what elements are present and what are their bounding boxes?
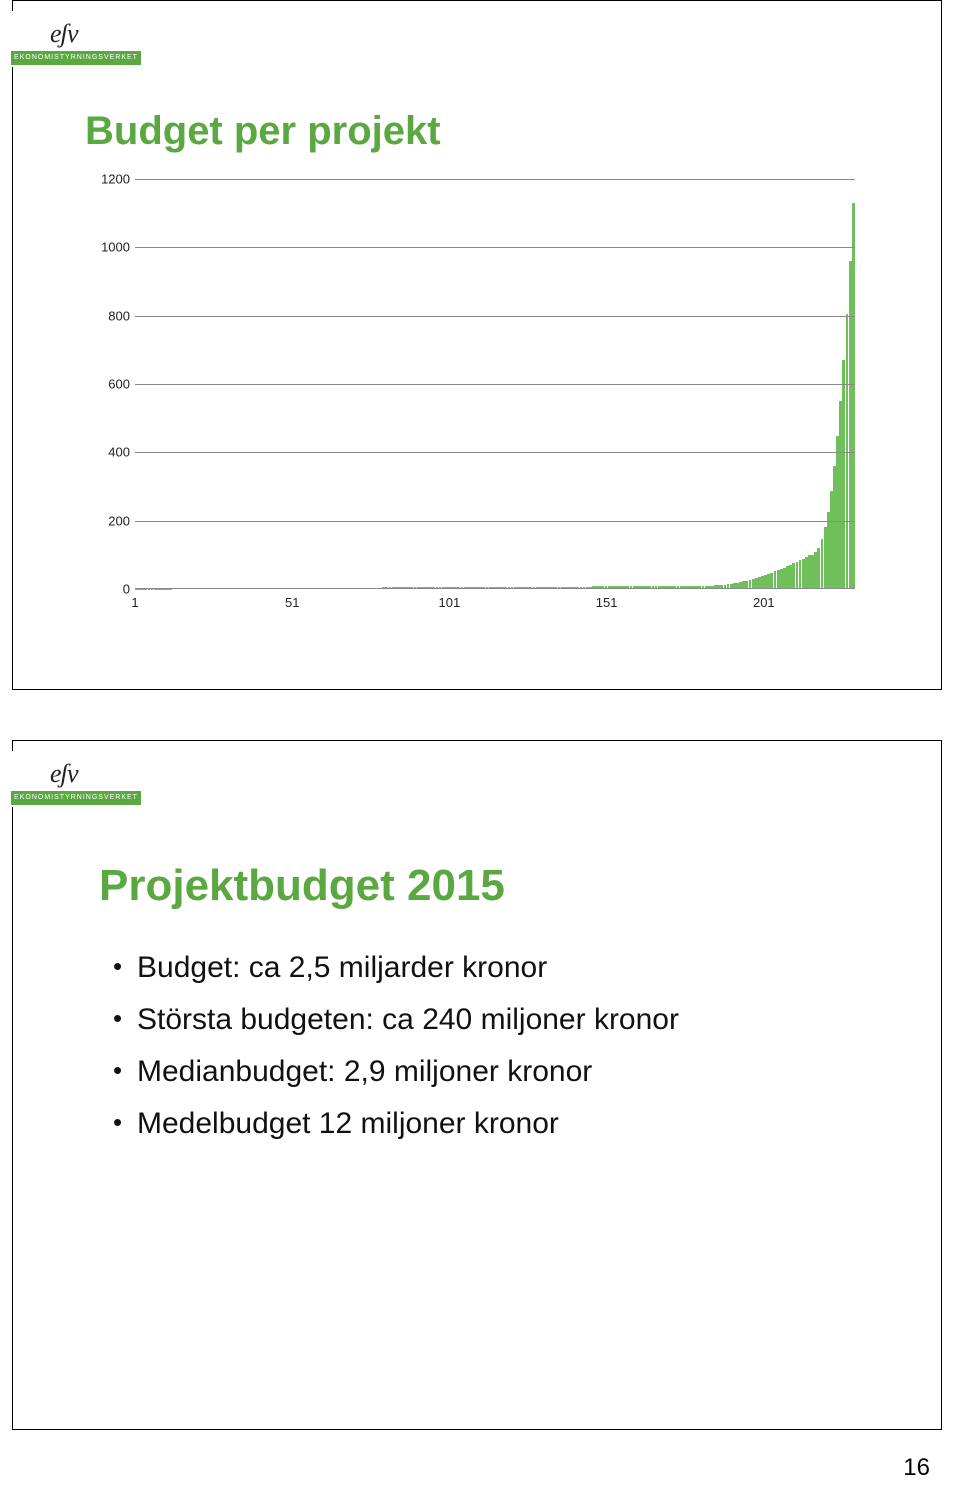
logo-subtitle: EKONOMISTYRNINGSVERKET [11, 791, 141, 805]
slide-projektbudget-2015: eʃv EKONOMISTYRNINGSVERKET Projektbudget… [12, 740, 942, 1430]
chart-gridline [135, 452, 855, 453]
logo-text: eʃv [50, 759, 78, 789]
page-number: 16 [903, 1454, 930, 1482]
logo: eʃv EKONOMISTYRNINGSVERKET [12, 751, 152, 807]
slide-title: Budget per projekt [85, 109, 441, 154]
chart-gridline [135, 179, 855, 180]
bullet-item: Medelbudget 12 miljoner kronor [113, 1107, 679, 1141]
chart-gridline [135, 316, 855, 317]
chart-y-label: 1000 [80, 240, 130, 255]
bullet-item: Största budgeten: ca 240 miljoner kronor [113, 1003, 679, 1037]
chart-y-label: 800 [80, 308, 130, 323]
chart-plot-area [135, 179, 855, 589]
budget-chart: 020040060080010001200151101151201 [85, 179, 865, 629]
chart-x-label: 201 [753, 595, 775, 610]
chart-y-label: 600 [80, 377, 130, 392]
chart-gridline [135, 384, 855, 385]
logo-subtitle: EKONOMISTYRNINGSVERKET [11, 51, 141, 65]
chart-bar [852, 203, 855, 589]
chart-gridline [135, 521, 855, 522]
chart-x-label: 51 [285, 595, 299, 610]
chart-x-label: 1 [131, 595, 138, 610]
bullet-list: Budget: ca 2,5 miljarder kronor Största … [113, 951, 679, 1159]
chart-baseline [135, 588, 855, 589]
chart-y-label: 0 [80, 582, 130, 597]
chart-y-label: 1200 [80, 172, 130, 187]
slide-title: Projektbudget 2015 [99, 861, 505, 911]
bullet-item: Medianbudget: 2,9 miljoner kronor [113, 1055, 679, 1089]
chart-gridline [135, 247, 855, 248]
chart-y-label: 200 [80, 513, 130, 528]
chart-y-label: 400 [80, 445, 130, 460]
chart-x-label: 101 [439, 595, 461, 610]
logo-text: eʃv [50, 19, 78, 49]
bullet-item: Budget: ca 2,5 miljarder kronor [113, 951, 679, 985]
logo: eʃv EKONOMISTYRNINGSVERKET [12, 11, 152, 67]
slide-budget-per-projekt: eʃv EKONOMISTYRNINGSVERKET Budget per pr… [12, 0, 942, 690]
chart-x-label: 151 [596, 595, 618, 610]
